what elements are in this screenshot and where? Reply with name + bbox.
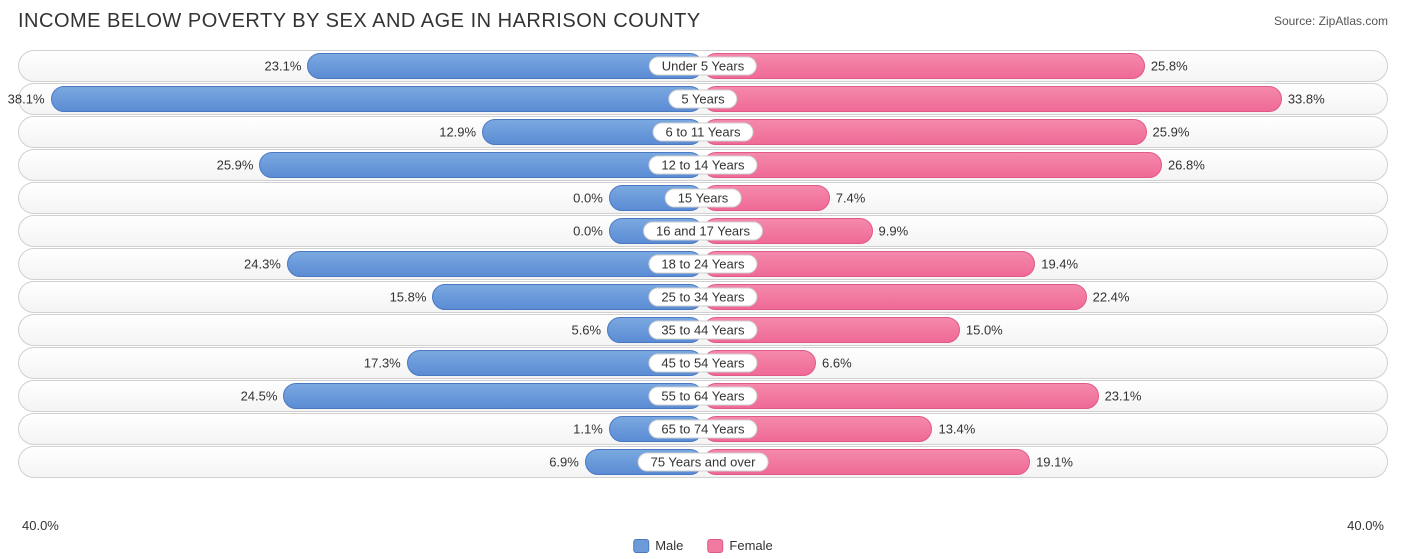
female-value-label: 13.4% — [938, 422, 975, 437]
female-swatch-icon — [707, 539, 723, 553]
female-bar — [703, 383, 1099, 409]
female-bar — [703, 284, 1087, 310]
male-bar — [283, 383, 703, 409]
age-group-label: 75 Years and over — [638, 453, 769, 472]
age-group-label: 12 to 14 Years — [648, 156, 757, 175]
female-value-label: 23.1% — [1105, 389, 1142, 404]
age-group-label: 16 and 17 Years — [643, 222, 763, 241]
chart-row: 15.8% 22.4% 25 to 34 Years — [18, 281, 1388, 313]
female-value-label: 25.8% — [1151, 59, 1188, 74]
age-group-label: Under 5 Years — [649, 57, 757, 76]
chart-row: 17.3% 6.6% 45 to 54 Years — [18, 347, 1388, 379]
female-value-label: 6.6% — [822, 356, 852, 371]
legend-female: Female — [707, 538, 772, 553]
age-group-label: 15 Years — [665, 189, 742, 208]
age-group-label: 55 to 64 Years — [648, 387, 757, 406]
age-group-label: 18 to 24 Years — [648, 255, 757, 274]
male-value-label: 5.6% — [571, 323, 601, 338]
male-bar — [51, 86, 703, 112]
male-value-label: 15.8% — [390, 290, 427, 305]
age-group-label: 25 to 34 Years — [648, 288, 757, 307]
female-bar — [703, 86, 1282, 112]
age-group-label: 5 Years — [668, 90, 737, 109]
legend: Male Female — [633, 538, 773, 553]
male-value-label: 24.5% — [241, 389, 278, 404]
female-value-label: 7.4% — [836, 191, 866, 206]
chart-title: INCOME BELOW POVERTY BY SEX AND AGE IN H… — [18, 10, 701, 33]
population-pyramid-chart: 23.1%25.8%Under 5 Years38.1%33.8%5 Years… — [18, 50, 1388, 513]
chart-row: 0.0% 7.4% 15 Years — [18, 182, 1388, 214]
chart-row: 6.9% 19.1% 75 Years and over — [18, 446, 1388, 478]
chart-row: 38.1%33.8%5 Years — [18, 83, 1388, 115]
chart-row: 24.3% 19.4% 18 to 24 Years — [18, 248, 1388, 280]
legend-female-label: Female — [729, 538, 772, 553]
age-group-label: 65 to 74 Years — [648, 420, 757, 439]
source-attribution: Source: ZipAtlas.com — [1274, 14, 1388, 28]
female-value-label: 25.9% — [1153, 125, 1190, 140]
chart-row: 25.9% 26.8% 12 to 14 Years — [18, 149, 1388, 181]
male-value-label: 12.9% — [439, 125, 476, 140]
chart-row: 0.0% 9.9% 16 and 17 Years — [18, 215, 1388, 247]
legend-male-label: Male — [655, 538, 683, 553]
female-value-label: 26.8% — [1168, 158, 1205, 173]
female-value-label: 15.0% — [966, 323, 1003, 338]
chart-row: 5.6% 15.0% 35 to 44 Years — [18, 314, 1388, 346]
chart-row: 24.5% 23.1% 55 to 64 Years — [18, 380, 1388, 412]
male-swatch-icon — [633, 539, 649, 553]
female-value-label: 19.4% — [1041, 257, 1078, 272]
male-value-label: 0.0% — [573, 191, 603, 206]
male-value-label: 6.9% — [549, 455, 579, 470]
female-bar — [703, 53, 1145, 79]
male-bar — [259, 152, 703, 178]
male-value-label: 25.9% — [217, 158, 254, 173]
male-value-label: 24.3% — [244, 257, 281, 272]
male-value-label: 23.1% — [265, 59, 302, 74]
axis-max-left: 40.0% — [22, 518, 59, 533]
male-value-label: 1.1% — [573, 422, 603, 437]
female-bar — [703, 119, 1147, 145]
age-group-label: 45 to 54 Years — [648, 354, 757, 373]
male-value-label: 17.3% — [364, 356, 401, 371]
axis-max-right: 40.0% — [1347, 518, 1384, 533]
male-value-label: 0.0% — [573, 224, 603, 239]
male-bar — [307, 53, 703, 79]
female-value-label: 22.4% — [1093, 290, 1130, 305]
female-bar — [703, 152, 1162, 178]
female-value-label: 9.9% — [879, 224, 909, 239]
chart-row: 12.9% 25.9% 6 to 11 Years — [18, 116, 1388, 148]
chart-row: 1.1% 13.4% 65 to 74 Years — [18, 413, 1388, 445]
female-value-label: 19.1% — [1036, 455, 1073, 470]
chart-row: 23.1% 25.8% Under 5 Years — [18, 50, 1388, 82]
legend-male: Male — [633, 538, 683, 553]
age-group-label: 35 to 44 Years — [648, 321, 757, 340]
female-value-label: 33.8% — [1288, 92, 1325, 107]
male-bar — [287, 251, 703, 277]
age-group-label: 6 to 11 Years — [653, 123, 754, 142]
male-value-label: 38.1% — [8, 92, 45, 107]
